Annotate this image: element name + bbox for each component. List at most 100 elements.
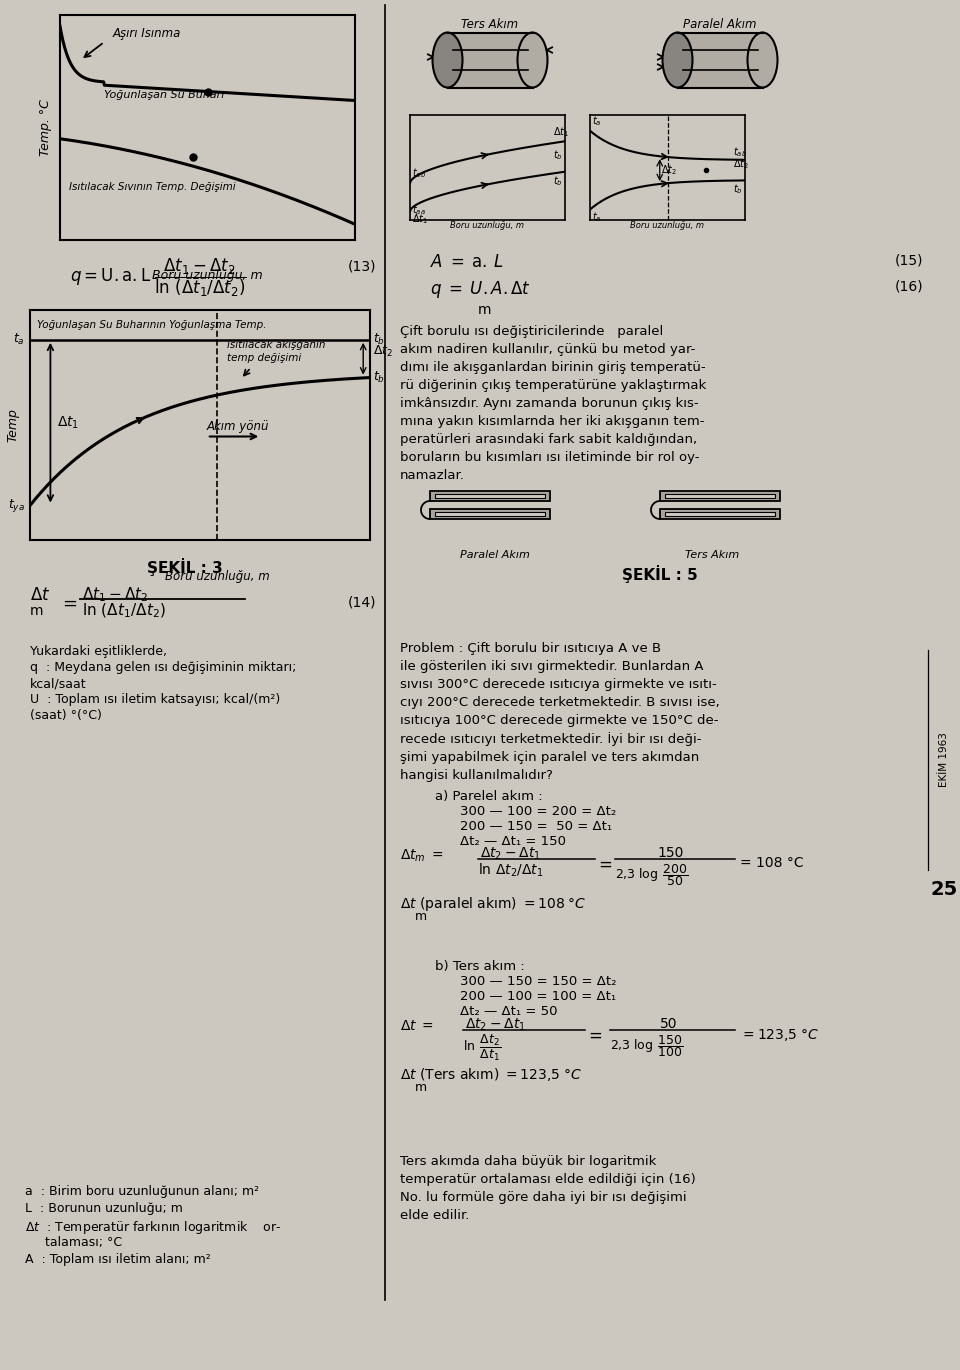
Text: $\ln\;\dfrac{\Delta t_2}{\Delta t_1}$: $\ln\;\dfrac{\Delta t_2}{\Delta t_1}$ <box>463 1033 501 1063</box>
Text: $\Delta t$: $\Delta t$ <box>30 586 51 604</box>
Text: b) Ters akım :: b) Ters akım : <box>435 960 525 973</box>
Text: = 108 °C: = 108 °C <box>740 856 804 870</box>
Bar <box>430 490 550 501</box>
Text: a) Parelel akım :: a) Parelel akım : <box>435 790 542 803</box>
Text: q  : Meydana gelen ısı değişiminin miktarı;: q : Meydana gelen ısı değişiminin miktar… <box>30 660 297 674</box>
Text: 300 — 100 = 200 = Δt₂: 300 — 100 = 200 = Δt₂ <box>460 806 616 818</box>
Text: $= 123{,}5\;°C$: $= 123{,}5\;°C$ <box>740 1028 819 1043</box>
Text: (14): (14) <box>348 595 376 610</box>
Text: $t_{aa}$: $t_{aa}$ <box>412 203 425 216</box>
Text: m: m <box>478 303 492 316</box>
Bar <box>660 510 780 519</box>
Text: Paralel Akım: Paralel Akım <box>460 549 530 560</box>
Text: $A \;=\; \mathrm{a.} \, L$: $A \;=\; \mathrm{a.} \, L$ <box>430 253 503 271</box>
Text: ŞEKİL : 5: ŞEKİL : 5 <box>622 564 698 584</box>
Text: $\Delta t_2$: $\Delta t_2$ <box>660 163 677 177</box>
Text: $\Delta t_2 - \Delta t_1$: $\Delta t_2 - \Delta t_1$ <box>480 847 540 862</box>
Text: $t_{ya}$: $t_{ya}$ <box>8 497 25 514</box>
Text: ısıtılacak akışganın
temp değişimi: ısıtılacak akışganın temp değişimi <box>228 340 325 363</box>
Text: 200 — 100 = 100 = Δt₁: 200 — 100 = 100 = Δt₁ <box>460 991 616 1003</box>
Text: Isıtılacak Sıvının Temp. Değişimi: Isıtılacak Sıvının Temp. Değişimi <box>69 182 235 193</box>
Text: ŞEKİL : 3: ŞEKİL : 3 <box>147 558 223 575</box>
Text: $q = \mathrm{U.a.L}\;\dfrac{\Delta t_1 - \Delta t_2}{\ln\,(\Delta t_1/\Delta t_2: $q = \mathrm{U.a.L}\;\dfrac{\Delta t_1 -… <box>70 258 247 299</box>
Ellipse shape <box>433 33 463 88</box>
Text: m: m <box>415 910 427 923</box>
Text: (saat) °(°C): (saat) °(°C) <box>30 710 102 722</box>
Text: m: m <box>30 604 43 618</box>
Text: $t_{ab}$: $t_{ab}$ <box>732 145 747 159</box>
Text: L  : Borunun uzunluğu; m: L : Borunun uzunluğu; m <box>25 1201 182 1215</box>
Text: $\Delta t_m \;=$: $\Delta t_m \;=$ <box>400 848 444 864</box>
Text: $t_b$: $t_b$ <box>373 370 386 385</box>
Text: Boru uzunluğu, m: Boru uzunluğu, m <box>153 270 263 282</box>
Text: 50: 50 <box>660 1017 678 1032</box>
Ellipse shape <box>662 33 692 88</box>
Text: m: m <box>415 1081 427 1095</box>
Text: $t_a$: $t_a$ <box>591 114 601 127</box>
Bar <box>447 33 533 88</box>
Text: $\Delta t_1$: $\Delta t_1$ <box>553 125 568 140</box>
Bar <box>665 512 775 516</box>
Text: EKİM 1963: EKİM 1963 <box>939 733 949 788</box>
Text: $2{,}3\;\log\;\dfrac{200}{50}$: $2{,}3\;\log\;\dfrac{200}{50}$ <box>615 862 688 888</box>
Text: U  : Toplam ısı iletim katsayısı; kcal/(m²): U : Toplam ısı iletim katsayısı; kcal/(m… <box>30 693 280 706</box>
Text: Temp. °C: Temp. °C <box>38 99 52 156</box>
Text: $2{,}3\;\log\;\dfrac{150}{100}$: $2{,}3\;\log\;\dfrac{150}{100}$ <box>610 1033 684 1059</box>
Bar <box>430 510 550 519</box>
Text: $\ln\,(\Delta t_1/\Delta t_2)$: $\ln\,(\Delta t_1/\Delta t_2)$ <box>82 601 166 621</box>
Bar <box>435 512 545 516</box>
Text: Ters Akım: Ters Akım <box>685 549 739 560</box>
Bar <box>678 33 762 88</box>
Text: (15): (15) <box>895 253 924 267</box>
Bar <box>665 495 775 499</box>
Text: Problem : Çift borulu bir ısıtıcıya A ve B
ile gösterilen iki sıvı girmektedir. : Problem : Çift borulu bir ısıtıcıya A ve… <box>400 643 720 782</box>
Text: =: = <box>588 1028 602 1045</box>
Text: $t_a$: $t_a$ <box>591 211 601 225</box>
Text: Paralel Akım: Paralel Akım <box>684 18 756 32</box>
Text: $t_a$: $t_a$ <box>13 333 25 348</box>
Text: 25: 25 <box>930 880 958 899</box>
Text: $\Delta t$  : Temperatür farkının logaritmik    or-: $\Delta t$ : Temperatür farkının logarit… <box>25 1219 281 1236</box>
Text: Yoğunlaşan Su Buharı: Yoğunlaşan Su Buharı <box>105 90 225 100</box>
Text: Aşırı Isınma: Aşırı Isınma <box>113 27 181 41</box>
Text: $\Delta t_2$: $\Delta t_2$ <box>373 344 394 359</box>
Text: talaması; °C: talaması; °C <box>25 1236 122 1249</box>
Text: $q \;=\; U.A.\Delta t$: $q \;=\; U.A.\Delta t$ <box>430 279 531 300</box>
Text: Ters akımda daha büyük bir logaritmik
temperatür ortalaması elde edildiği için (: Ters akımda daha büyük bir logaritmik te… <box>400 1155 696 1222</box>
Text: (16): (16) <box>895 279 924 293</box>
Text: $\Delta t \;=$: $\Delta t \;=$ <box>400 1019 434 1033</box>
Text: Akım yönü: Akım yönü <box>206 419 270 433</box>
Text: 150: 150 <box>657 847 684 860</box>
Text: $t_{ab}$: $t_{ab}$ <box>412 166 425 179</box>
Text: Ters Akım: Ters Akım <box>462 18 518 32</box>
Text: (13): (13) <box>348 259 376 273</box>
Text: $\Delta t_1 - \Delta t_2$: $\Delta t_1 - \Delta t_2$ <box>82 585 149 604</box>
Ellipse shape <box>517 33 547 88</box>
X-axis label: Boru uzunluğu, m: Boru uzunluğu, m <box>450 222 524 230</box>
Text: $\Delta t_1$: $\Delta t_1$ <box>412 212 427 226</box>
Text: kcal/saat: kcal/saat <box>30 677 86 690</box>
Text: Çift borulu ısı değiştiricilerinde   paralel
akım nadiren kullanılır, çünkü bu m: Çift borulu ısı değiştiricilerinde paral… <box>400 325 707 482</box>
Text: Δt₂ — Δt₁ = 150: Δt₂ — Δt₁ = 150 <box>460 834 566 848</box>
Text: $\ln\,\Delta t_2/\Delta t_1$: $\ln\,\Delta t_2/\Delta t_1$ <box>478 862 543 880</box>
Text: =: = <box>598 856 612 874</box>
Text: $\Delta t$ (Ters akım) $= 123{,}5\;°C$: $\Delta t$ (Ters akım) $= 123{,}5\;°C$ <box>400 1066 582 1084</box>
Text: Δt₂ — Δt₁ = 50: Δt₂ — Δt₁ = 50 <box>460 1006 558 1018</box>
Text: $\Delta t_2 - \Delta t_1$: $\Delta t_2 - \Delta t_1$ <box>465 1017 526 1033</box>
Bar <box>435 495 545 499</box>
Text: $\Delta t_1$: $\Delta t_1$ <box>58 415 80 432</box>
Text: 300 — 150 = 150 = Δt₂: 300 — 150 = 150 = Δt₂ <box>460 975 616 988</box>
Ellipse shape <box>748 33 778 88</box>
Text: $\Delta t_2$: $\Delta t_2$ <box>732 158 749 171</box>
Text: 200 — 150 =  50 = Δt₁: 200 — 150 = 50 = Δt₁ <box>460 821 612 833</box>
Text: $\Delta t$ (paralel akım) $= 108\;°C$: $\Delta t$ (paralel akım) $= 108\;°C$ <box>400 895 587 912</box>
Text: A  : Toplam ısı iletim alanı; m²: A : Toplam ısı iletim alanı; m² <box>25 1254 211 1266</box>
Bar <box>660 490 780 501</box>
Text: a  : Birim boru uzunluğunun alanı; m²: a : Birim boru uzunluğunun alanı; m² <box>25 1185 259 1197</box>
Text: $t_b$: $t_b$ <box>732 182 742 196</box>
Text: Boru uzunluğu, m: Boru uzunluğu, m <box>164 570 270 582</box>
Text: $t_b$: $t_b$ <box>553 174 563 188</box>
Text: Temp: Temp <box>7 408 19 443</box>
Text: Yoğunlaşan Su Buharının Yoğunlaşma Temp.: Yoğunlaşan Su Buharının Yoğunlaşma Temp. <box>36 321 266 330</box>
Text: =: = <box>62 595 77 612</box>
